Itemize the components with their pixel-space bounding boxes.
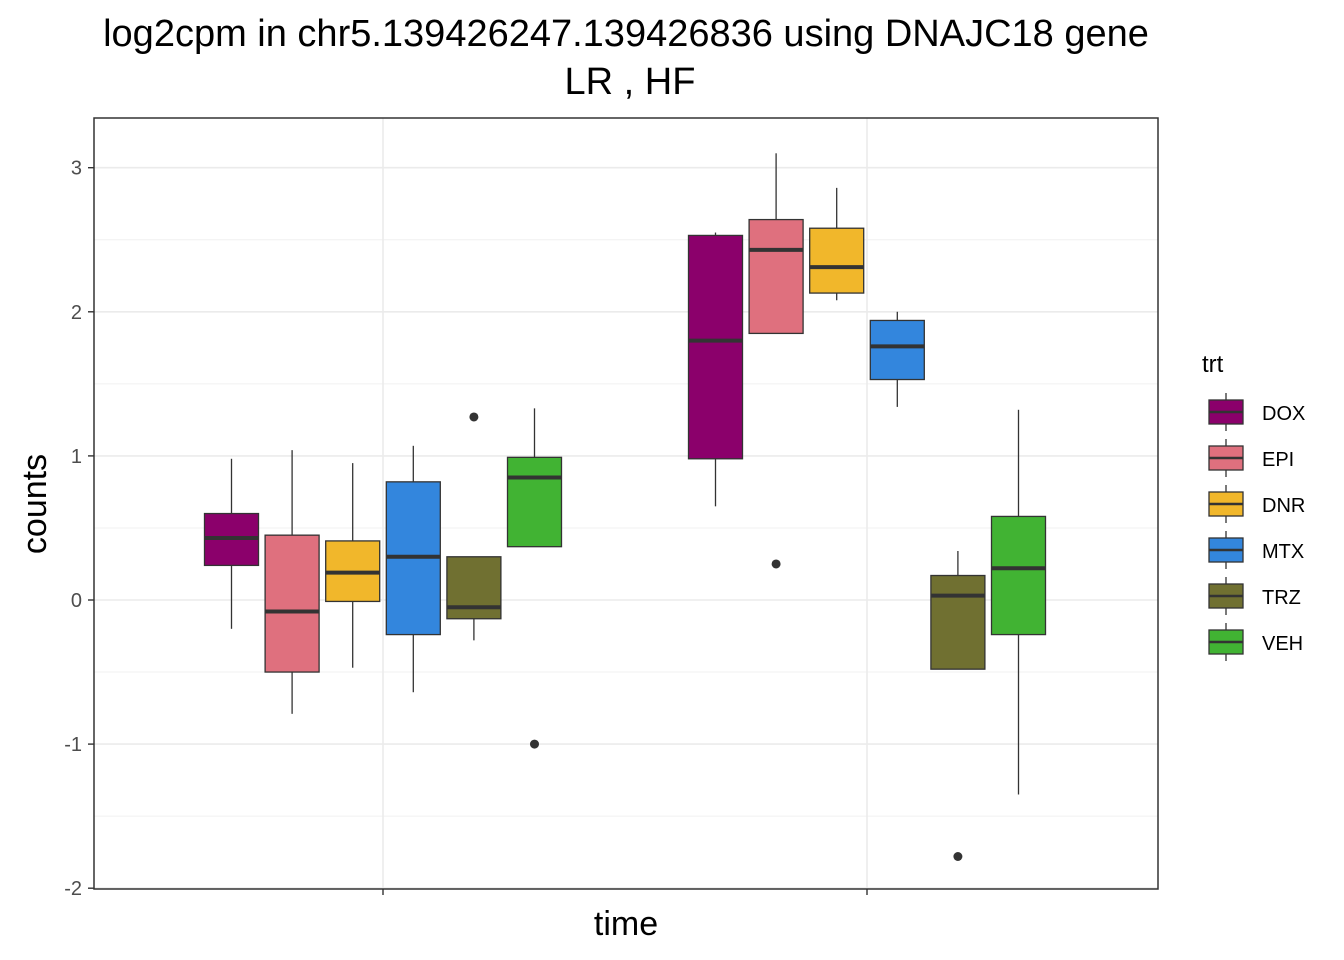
box-dnr-group0 [325, 463, 381, 668]
outlier-point [530, 739, 539, 749]
legend-label: VEH [1262, 633, 1303, 655]
y-axis-title: counts [16, 454, 54, 554]
box-dnr-group1 [809, 187, 865, 301]
legend-label: TRZ [1262, 587, 1301, 609]
legend-item-dox: DOX [1208, 393, 1305, 431]
x-axis [382, 889, 868, 895]
box-trz-group1 [930, 551, 986, 861]
y-tick-label: 0 [71, 590, 82, 612]
legend-item-dnr: DNR [1208, 485, 1305, 523]
legend-item-mtx: MTX [1208, 531, 1304, 569]
box-iqr [809, 227, 865, 294]
box-epi-group0 [264, 450, 320, 714]
box-veh-group0 [506, 408, 563, 749]
y-tick-label: 1 [71, 446, 82, 468]
legend-item-veh: VEH [1208, 623, 1303, 661]
legend-title: trt [1202, 351, 1224, 378]
box-epi-group1 [748, 153, 804, 569]
outlier-point [771, 559, 781, 569]
box-layer [203, 153, 1047, 861]
box-mtx-group0 [385, 445, 441, 693]
chart-title-line1: log2cpm in chr5.139426247.139426836 usin… [103, 13, 1149, 55]
legend-label: DOX [1262, 403, 1305, 425]
box-veh-group1 [990, 409, 1047, 795]
box-trz-group0 [446, 412, 502, 641]
chart-title-line2: LR , HF [565, 61, 696, 103]
legend: trt DOX EPI DNR MTX TRZ VEH [1202, 351, 1305, 661]
y-tick-label: -1 [64, 734, 82, 756]
box-iqr [930, 574, 986, 670]
outlier-point [953, 851, 963, 861]
y-axis: -2 -1 0 1 2 3 [64, 158, 94, 900]
legend-item-epi: EPI [1208, 439, 1294, 477]
box-dox-group0 [203, 458, 260, 629]
outlier-point [469, 412, 479, 422]
box-iqr [748, 218, 804, 335]
y-tick-label: 2 [71, 302, 82, 324]
box-iqr [506, 456, 563, 548]
legend-label: EPI [1262, 449, 1294, 471]
box-iqr [264, 534, 320, 673]
box-iqr [687, 234, 744, 460]
legend-label: MTX [1262, 541, 1304, 563]
box-dox-group1 [687, 232, 744, 507]
y-tick-label: -2 [64, 878, 82, 900]
box-mtx-group1 [869, 311, 925, 407]
legend-item-trz: TRZ [1208, 577, 1301, 615]
box-iqr [446, 556, 502, 620]
box-iqr [990, 515, 1047, 636]
x-axis-title: time [594, 905, 658, 943]
y-tick-label: 3 [71, 158, 82, 180]
box-iqr [869, 319, 925, 381]
panel-border [93, 117, 1159, 890]
legend-label: DNR [1262, 495, 1305, 517]
